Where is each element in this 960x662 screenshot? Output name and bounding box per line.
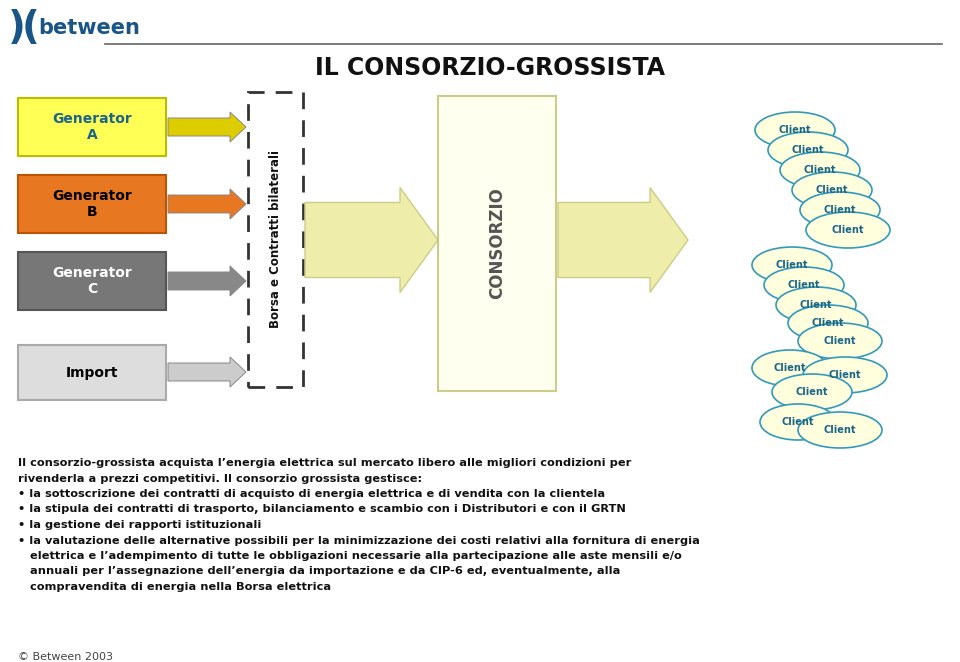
Text: © Between 2003: © Between 2003 <box>18 652 113 662</box>
Text: • la sottoscrizione dei contratti di acquisto di energia elettrica e di vendita : • la sottoscrizione dei contratti di acq… <box>18 489 605 499</box>
FancyArrow shape <box>168 189 246 219</box>
Text: elettrica e l’adempimento di tutte le obbligazioni necessarie alla partecipazion: elettrica e l’adempimento di tutte le ob… <box>18 551 682 561</box>
Ellipse shape <box>792 172 872 208</box>
FancyBboxPatch shape <box>18 175 166 233</box>
Text: Import: Import <box>65 365 118 379</box>
Ellipse shape <box>752 247 832 283</box>
Text: Client: Client <box>800 300 832 310</box>
FancyBboxPatch shape <box>18 252 166 310</box>
Text: CONSORZIO: CONSORZIO <box>488 187 506 299</box>
Text: Client: Client <box>776 260 808 270</box>
Text: Client: Client <box>824 205 856 215</box>
FancyArrow shape <box>168 266 246 296</box>
Ellipse shape <box>772 374 852 410</box>
FancyArrow shape <box>305 187 438 293</box>
Text: • la gestione dei rapporti istituzionali: • la gestione dei rapporti istituzionali <box>18 520 261 530</box>
Text: annuali per l’assegnazione dell’energia da importazione e da CIP-6 ed, eventualm: annuali per l’assegnazione dell’energia … <box>18 567 620 577</box>
Text: between: between <box>38 18 140 38</box>
Ellipse shape <box>798 412 882 448</box>
Ellipse shape <box>806 212 890 248</box>
Text: Generator
A: Generator A <box>52 112 132 142</box>
Text: Borsa e Contratti bilaterali: Borsa e Contratti bilaterali <box>269 150 282 328</box>
Text: Client: Client <box>824 425 856 435</box>
Text: Client: Client <box>824 336 856 346</box>
FancyArrow shape <box>168 112 246 142</box>
Ellipse shape <box>780 152 860 188</box>
Text: Generator
B: Generator B <box>52 189 132 219</box>
Text: IL CONSORZIO-GROSSISTA: IL CONSORZIO-GROSSISTA <box>315 56 665 80</box>
Text: rivenderla a prezzi competitivi. Il consorzio grossista gestisce:: rivenderla a prezzi competitivi. Il cons… <box>18 473 422 483</box>
Text: (: ( <box>22 9 40 47</box>
Ellipse shape <box>776 287 856 323</box>
FancyBboxPatch shape <box>18 345 166 400</box>
Text: Client: Client <box>792 145 825 155</box>
Text: Client: Client <box>831 225 864 235</box>
FancyArrow shape <box>168 357 246 387</box>
Ellipse shape <box>788 305 868 341</box>
Text: Client: Client <box>779 125 811 135</box>
Text: Il consorzio-grossista acquista l’energia elettrica sul mercato libero alle migl: Il consorzio-grossista acquista l’energi… <box>18 458 632 468</box>
FancyBboxPatch shape <box>18 98 166 156</box>
Text: Generator
C: Generator C <box>52 266 132 296</box>
FancyBboxPatch shape <box>438 96 556 391</box>
Ellipse shape <box>764 267 844 303</box>
Text: Client: Client <box>804 165 836 175</box>
Ellipse shape <box>798 323 882 359</box>
Text: Client: Client <box>788 280 820 290</box>
Text: Client: Client <box>774 363 806 373</box>
Ellipse shape <box>752 350 828 386</box>
Ellipse shape <box>760 404 836 440</box>
Ellipse shape <box>800 192 880 228</box>
Text: Client: Client <box>812 318 844 328</box>
Text: • la stipula dei contratti di trasporto, bilanciamento e scambio con i Distribut: • la stipula dei contratti di trasporto,… <box>18 504 626 514</box>
Text: compravendita di energia nella Borsa elettrica: compravendita di energia nella Borsa ele… <box>18 582 331 592</box>
Text: Client: Client <box>781 417 814 427</box>
FancyArrow shape <box>558 187 688 293</box>
Ellipse shape <box>803 357 887 393</box>
Text: Client: Client <box>828 370 861 380</box>
Text: • la valutazione delle alternative possibili per la minimizzazione dei costi rel: • la valutazione delle alternative possi… <box>18 536 700 545</box>
Text: Client: Client <box>816 185 849 195</box>
Text: Client: Client <box>796 387 828 397</box>
Ellipse shape <box>755 112 835 148</box>
Ellipse shape <box>768 132 848 168</box>
Text: ): ) <box>8 9 26 47</box>
